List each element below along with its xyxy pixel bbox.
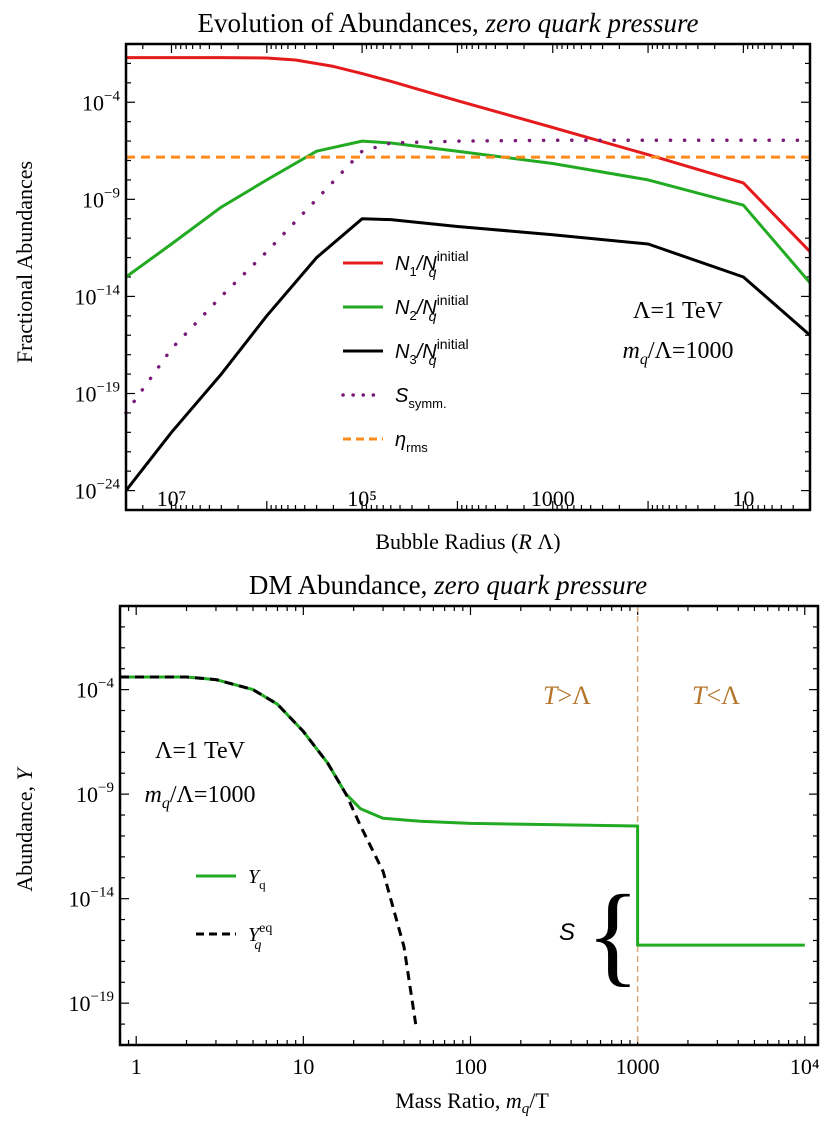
y-tick-label: 10−4: [82, 88, 120, 115]
y-tick-label: 10−4: [76, 676, 114, 703]
x-tick-label: 10⁵: [347, 486, 377, 511]
y-tick-label: 10−9: [76, 780, 114, 807]
legend-label-eta: ηrms: [395, 429, 428, 455]
legend-label-S: Ssymm.: [395, 385, 447, 411]
top-annotation-mass-ratio: mq/Λ=1000: [623, 338, 734, 368]
jump-label: S: [559, 919, 575, 946]
bottom-chart-x-ticks: 1 10 100 1000 10⁴: [119, 606, 820, 1079]
x-tick-label: 1000: [616, 1054, 660, 1079]
bottom-chart-title: DM Abundance, zero quark pressure: [249, 570, 647, 600]
series-N1-line: [126, 56, 812, 253]
series-N2-line: [125, 139, 812, 284]
top-chart: Evolution of Abundances, zero quark pres…: [12, 8, 812, 554]
jump-brace-icon: {: [586, 873, 640, 997]
bottom-annotation-lambda: Λ=1 TeV: [155, 738, 246, 764]
x-tick-label: 10: [292, 1054, 314, 1079]
y-tick-label: 10−14: [75, 282, 121, 309]
bottom-chart-frame: [118, 604, 820, 1047]
legend-label-N3: N3/Ninitial q: [395, 336, 469, 368]
bottom-chart-series: [120, 675, 805, 1025]
top-chart-legend: N1/Ninitial q N2/Ninitial q N3/Ninitial q Ssym…: [341, 248, 469, 455]
y-tick-label: 10−9: [82, 185, 120, 212]
x-tick-label: 10⁷: [157, 486, 187, 511]
legend-label-Yeq: Yeq q: [248, 921, 272, 953]
top-chart-xlabel: Bubble Radius (R Λ): [375, 529, 560, 554]
jump-annotation: S {: [559, 873, 640, 997]
y-tick-label: 10−19: [69, 989, 114, 1016]
top-chart-series: [124, 56, 812, 492]
bottom-chart-xlabel: Mass Ratio, mq/T: [395, 1088, 549, 1117]
series-Yeq-line: [120, 675, 418, 1025]
top-chart-ylabel: Fractional Abundances: [12, 161, 37, 363]
top-chart-annotation: Λ=1 TeV mq/Λ=1000: [623, 298, 734, 368]
x-tick-label: 100: [454, 1054, 487, 1079]
x-tick-label: 1: [131, 1054, 142, 1079]
legend-label-Yq: Yq: [248, 866, 266, 892]
region-label-hot: T>Λ: [543, 681, 591, 710]
top-chart-frame: [124, 42, 812, 512]
x-tick-label: 1000: [531, 486, 575, 511]
y-tick-label: 10−19: [75, 380, 120, 407]
x-tick-label: 10⁴: [790, 1054, 820, 1079]
series-S-line: [124, 138, 812, 415]
bottom-chart-regions: T>Λ T<Λ: [543, 681, 740, 710]
bottom-chart-annotation: Λ=1 TeV mq/Λ=1000: [145, 738, 256, 812]
top-chart-x-ticks: 10⁷ 10⁵ 1000 10: [125, 44, 811, 511]
region-label-cold: T<Λ: [692, 681, 740, 710]
bottom-chart-ylabel: Abundance, Y: [12, 766, 37, 892]
y-tick-label: 10−14: [69, 885, 115, 912]
top-chart-title: Evolution of Abundances, zero quark pres…: [198, 8, 699, 38]
bottom-annotation-mass-ratio: mq/Λ=1000: [145, 782, 256, 812]
legend-label-N2: N2/Ninitial q: [395, 292, 469, 324]
y-tick-label: 10−24: [75, 477, 121, 504]
bottom-chart: DM Abundance, zero quark pressure Abunda…: [12, 570, 820, 1117]
top-chart-y-ticks: 10−4 10−9 10−14 10−19 10−24: [75, 43, 810, 511]
top-annotation-lambda: Λ=1 TeV: [633, 298, 724, 324]
legend-label-N1: N1/Ninitial q: [395, 248, 469, 280]
series-N3-line: [124, 217, 811, 492]
bottom-chart-legend: Yq Yeq q: [196, 866, 272, 953]
bottom-chart-y-ticks: 10−4 10−9 10−14 10−19: [69, 605, 818, 1046]
series-Yq-line: [120, 675, 805, 947]
x-tick-label: 10: [732, 486, 754, 511]
